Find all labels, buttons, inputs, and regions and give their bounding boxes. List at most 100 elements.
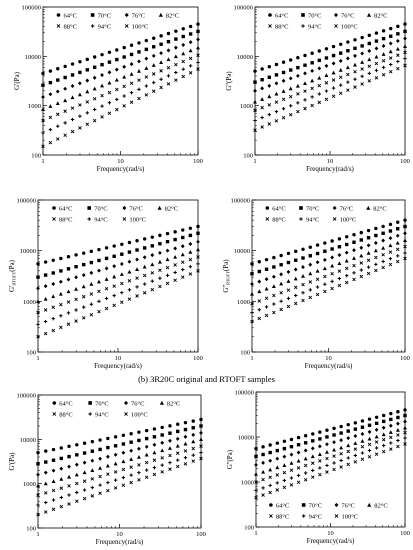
legend-label: 100°C xyxy=(341,24,358,31)
data-point xyxy=(59,504,64,509)
data-point xyxy=(188,233,193,238)
data-point xyxy=(294,293,298,298)
data-point xyxy=(381,265,385,270)
x-axis-label: Frequency(rad/s) xyxy=(306,165,354,173)
data-point xyxy=(90,439,95,444)
data-point xyxy=(318,472,322,477)
data-point xyxy=(388,229,393,233)
y-tick-label: 1000 xyxy=(23,481,36,488)
data-point xyxy=(129,448,134,453)
data-point xyxy=(67,493,71,497)
data-point xyxy=(281,78,286,83)
data-point xyxy=(70,62,75,66)
data-point xyxy=(180,252,185,257)
legend-label: 82°C xyxy=(165,206,178,213)
legend-label: 94°C xyxy=(309,514,322,521)
data-point xyxy=(188,64,193,68)
data-point xyxy=(345,56,350,61)
legend-label: 100°C xyxy=(131,412,148,419)
data-point xyxy=(70,106,75,110)
data-point xyxy=(310,461,315,465)
data-point xyxy=(85,68,89,72)
series-76°C xyxy=(254,419,407,467)
data-point xyxy=(82,479,87,483)
data-point xyxy=(303,81,307,85)
data-point xyxy=(268,467,273,472)
data-point xyxy=(188,241,193,247)
data-point xyxy=(168,460,172,465)
data-point xyxy=(264,313,269,318)
data-point xyxy=(51,258,55,262)
data-point xyxy=(395,233,400,238)
data-point xyxy=(403,22,407,26)
data-point xyxy=(330,263,335,268)
data-point xyxy=(144,93,149,97)
data-point xyxy=(119,261,124,267)
data-point xyxy=(310,51,314,55)
data-point xyxy=(89,260,94,265)
data-point xyxy=(308,254,312,258)
data-point xyxy=(160,463,164,467)
data-point xyxy=(381,52,386,56)
series-94°C xyxy=(253,56,407,123)
data-point xyxy=(144,436,149,441)
series-70°C xyxy=(36,231,200,279)
legend-label: 94°C xyxy=(94,217,107,224)
data-point xyxy=(403,408,407,412)
data-point xyxy=(374,39,379,43)
data-point xyxy=(288,76,293,81)
data-point xyxy=(346,80,350,84)
data-point xyxy=(261,477,265,482)
y-tick-label: 1000 xyxy=(237,299,250,306)
x-axis-label: Frequency(rad/s) xyxy=(305,362,353,370)
data-point xyxy=(173,270,177,275)
data-point xyxy=(51,281,56,286)
data-point xyxy=(325,470,329,474)
data-point xyxy=(289,104,293,108)
data-point xyxy=(253,80,257,84)
x-tick-label: 1 xyxy=(36,355,39,362)
data-point xyxy=(360,438,365,443)
data-point xyxy=(286,269,291,274)
series-100°C xyxy=(254,442,407,500)
data-point xyxy=(159,60,164,64)
data-point xyxy=(36,322,40,327)
data-point xyxy=(183,441,188,446)
data-point xyxy=(150,279,154,283)
data-point xyxy=(346,462,351,467)
data-point xyxy=(274,81,279,86)
data-point xyxy=(159,69,163,73)
data-point xyxy=(129,457,134,461)
data-point xyxy=(196,269,200,273)
data-point xyxy=(275,448,279,453)
data-point xyxy=(92,97,97,101)
data-point xyxy=(366,258,371,262)
legend-marker xyxy=(52,206,56,210)
data-point xyxy=(272,302,276,306)
data-point xyxy=(115,57,119,62)
data-point xyxy=(82,305,86,309)
y-axis-label: G''(Pa) xyxy=(226,449,234,469)
data-point xyxy=(301,265,305,270)
data-point xyxy=(317,49,321,53)
y-axis-label: G''RTOFT(Pa) xyxy=(222,259,231,293)
data-point xyxy=(286,288,291,292)
data-point xyxy=(74,472,79,477)
data-point xyxy=(51,271,55,275)
data-point xyxy=(403,36,407,41)
data-point xyxy=(301,247,305,251)
data-point xyxy=(36,512,40,517)
data-point xyxy=(168,424,172,428)
data-point xyxy=(151,63,156,67)
legend-label: 76°C xyxy=(340,206,353,213)
data-point xyxy=(254,495,258,500)
data-point xyxy=(104,306,109,311)
data-point xyxy=(44,500,48,505)
data-point xyxy=(85,111,89,115)
data-point xyxy=(338,68,343,72)
data-point xyxy=(129,473,133,477)
data-point xyxy=(43,273,48,277)
data-point xyxy=(59,256,63,261)
data-point xyxy=(158,233,162,238)
data-point xyxy=(58,291,63,296)
